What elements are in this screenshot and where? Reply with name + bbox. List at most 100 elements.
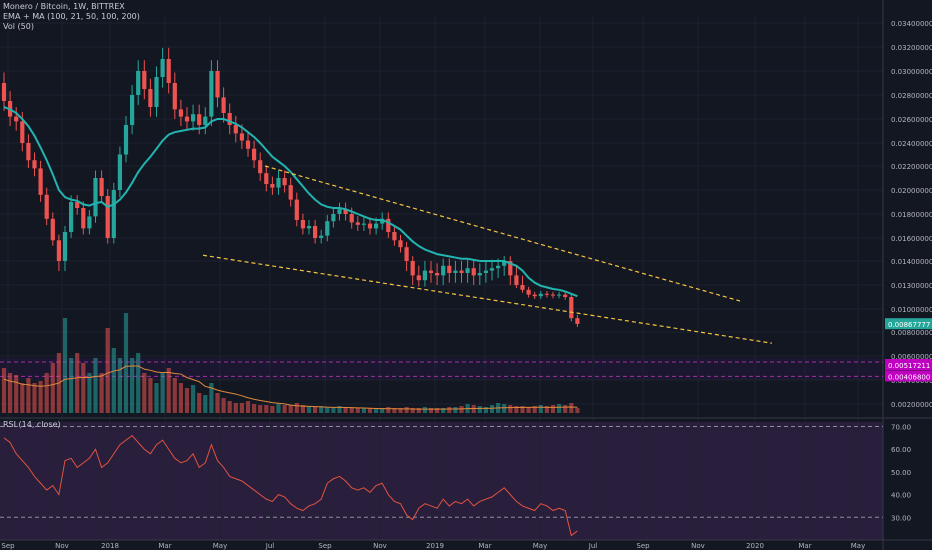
- ema-indicator-label[interactable]: EMA + MA (100, 21, 50, 100, 200): [3, 12, 140, 21]
- time-tick-label: Jul: [265, 542, 275, 550]
- volume-bar: [252, 404, 257, 413]
- volume-bar: [428, 408, 434, 413]
- candle-body: [99, 178, 104, 196]
- candle-body: [300, 220, 305, 229]
- candle-body: [233, 125, 238, 134]
- candle-body: [20, 121, 25, 143]
- candle-body: [489, 268, 495, 271]
- candle-body: [123, 125, 129, 155]
- volume-bar: [575, 408, 580, 413]
- candle-body: [264, 173, 269, 184]
- volume-bar: [136, 353, 141, 413]
- time-tick-label: May: [533, 542, 547, 550]
- price-tick-label: 0.01800000: [891, 211, 932, 219]
- volume-bar: [483, 407, 488, 413]
- candle-body: [319, 235, 324, 238]
- time-tick-label: Sep: [318, 542, 332, 550]
- volume-bar: [264, 405, 269, 413]
- candle-body: [227, 113, 232, 125]
- candle-body: [166, 59, 171, 83]
- candle-body: [56, 240, 61, 261]
- volume-bar: [191, 385, 196, 413]
- rsi-tick-label: 50.00: [891, 469, 911, 477]
- price-tick-label: 0.00600000: [891, 353, 932, 361]
- candle-body: [1, 83, 7, 101]
- candle-body: [435, 273, 440, 276]
- level-tag: [885, 370, 932, 382]
- time-tick-label: Mar: [158, 542, 171, 550]
- candle-body: [343, 209, 348, 214]
- volume-bar: [453, 407, 458, 413]
- volume-bar: [441, 408, 446, 413]
- volume-bar: [99, 373, 104, 413]
- rsi-indicator-label[interactable]: RSI (14, close): [3, 420, 61, 429]
- volume-bar: [532, 406, 537, 413]
- volume-bar: [148, 378, 153, 413]
- volume-bar: [245, 401, 251, 413]
- candle-body: [215, 71, 220, 98]
- candle-body: [93, 178, 98, 217]
- candle-body: [520, 285, 525, 290]
- candle-body: [355, 222, 360, 225]
- volume-bar: [215, 393, 220, 413]
- volume-bar: [392, 408, 397, 413]
- candle-body: [258, 160, 263, 174]
- price-tick-label: 0.02000000: [891, 187, 932, 195]
- volume-bar: [477, 406, 482, 413]
- time-tick-label: Mar: [478, 542, 491, 550]
- volume-bar: [325, 407, 330, 413]
- candle-body: [130, 95, 135, 125]
- volume-bar: [294, 403, 299, 413]
- volume-indicator-label[interactable]: Vol (50): [3, 22, 34, 31]
- candle-body: [209, 71, 214, 117]
- candle-body: [569, 297, 574, 319]
- volume-bar: [422, 407, 427, 413]
- volume-bar: [87, 373, 92, 413]
- candle-body: [325, 221, 330, 236]
- time-tick-label: Sep: [636, 542, 650, 550]
- price-tick-label: 0.02200000: [891, 163, 932, 171]
- volume-bar: [62, 318, 68, 413]
- volume-bar: [166, 368, 171, 413]
- volume-bar: [184, 388, 190, 413]
- magenta-zone: [0, 358, 883, 381]
- price-tick-label: 0.03400000: [891, 20, 932, 28]
- volume-bar: [367, 408, 373, 413]
- candle-body: [50, 218, 55, 241]
- time-tick-label: May: [851, 542, 865, 550]
- level-tag-label: 0.00406800: [888, 373, 930, 381]
- volume-bar: [93, 358, 98, 413]
- candle-body: [160, 59, 165, 77]
- candle-body: [197, 114, 202, 125]
- price-tick-label: 0.00800000: [891, 329, 932, 337]
- candle-body: [81, 208, 86, 229]
- volume-bar: [81, 363, 86, 413]
- volume-bar: [38, 381, 43, 413]
- price-tick-label: 0.02600000: [891, 116, 932, 124]
- volume-bar: [221, 398, 226, 413]
- volume-bar: [270, 406, 275, 413]
- candle-body: [87, 216, 92, 229]
- candle-body: [471, 268, 476, 276]
- candle-body: [172, 83, 177, 110]
- volume-bar: [117, 358, 122, 413]
- volume-bar: [172, 378, 177, 413]
- candle-body: [544, 293, 549, 295]
- price-tick-label: 0.03000000: [891, 68, 932, 76]
- volume-bar: [209, 383, 214, 413]
- level-tag-label: 0.00517211: [888, 362, 930, 370]
- candle-body: [245, 140, 251, 149]
- volume-bar: [380, 408, 385, 413]
- volume-bar: [14, 375, 19, 413]
- candle-body: [239, 133, 244, 141]
- candle-body: [14, 116, 19, 122]
- price-tick-label: 0.01000000: [891, 306, 932, 314]
- candle-body: [514, 275, 519, 285]
- volume-bar: [459, 406, 464, 413]
- last-price-tag: [885, 318, 932, 330]
- time-tick-label: Sep: [1, 542, 15, 550]
- candle-body: [221, 97, 226, 113]
- candle-body: [69, 202, 74, 232]
- volume-bar: [544, 406, 549, 413]
